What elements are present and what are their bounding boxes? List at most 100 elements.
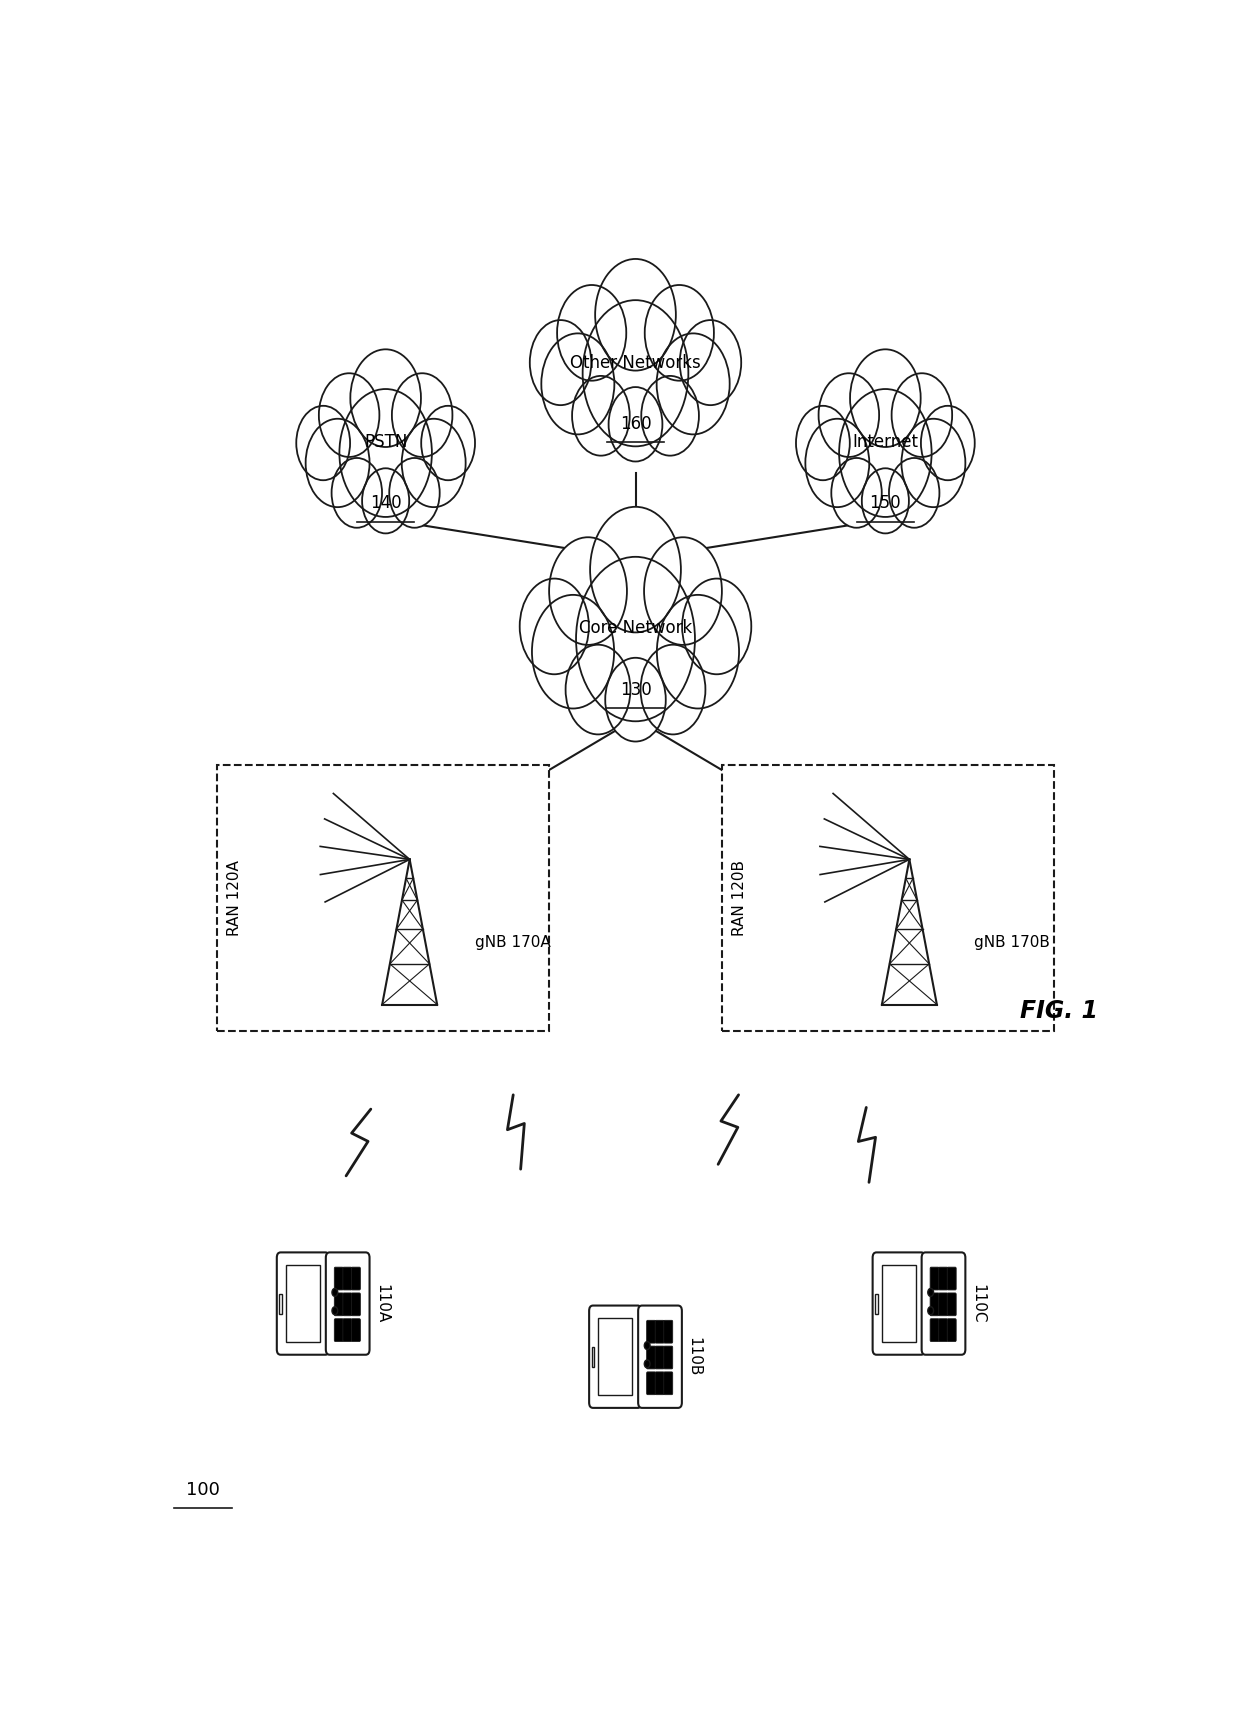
FancyBboxPatch shape (947, 1319, 956, 1341)
FancyBboxPatch shape (663, 1346, 672, 1369)
Circle shape (583, 300, 688, 447)
Circle shape (851, 349, 920, 447)
FancyBboxPatch shape (939, 1293, 947, 1315)
Circle shape (645, 285, 714, 381)
FancyBboxPatch shape (947, 1267, 956, 1289)
Circle shape (557, 285, 626, 381)
FancyBboxPatch shape (335, 1267, 343, 1289)
Text: 110B: 110B (687, 1338, 702, 1376)
Bar (722, 765, 1054, 1030)
FancyBboxPatch shape (646, 1372, 656, 1395)
Circle shape (351, 349, 420, 447)
Circle shape (590, 507, 681, 632)
Text: Other Networks: Other Networks (570, 354, 701, 371)
Circle shape (921, 406, 975, 480)
Text: gNB 170A: gNB 170A (475, 935, 551, 949)
Text: Core Network: Core Network (579, 620, 692, 637)
FancyBboxPatch shape (343, 1267, 352, 1289)
FancyBboxPatch shape (326, 1253, 370, 1355)
Bar (217, 765, 549, 1030)
Bar (591, 1346, 594, 1367)
FancyBboxPatch shape (930, 1267, 939, 1289)
Circle shape (332, 1307, 337, 1315)
Circle shape (892, 373, 952, 457)
FancyBboxPatch shape (646, 1346, 656, 1369)
Text: FIG. 1: FIG. 1 (1019, 999, 1097, 1024)
Circle shape (796, 406, 849, 480)
Circle shape (529, 319, 591, 406)
Circle shape (332, 1288, 337, 1296)
Circle shape (605, 658, 666, 742)
Circle shape (680, 319, 742, 406)
Circle shape (928, 1307, 934, 1315)
FancyBboxPatch shape (873, 1253, 925, 1355)
Circle shape (644, 537, 722, 646)
Circle shape (542, 333, 614, 435)
Circle shape (520, 578, 589, 675)
Circle shape (340, 388, 432, 518)
Bar (286, 1265, 320, 1343)
Circle shape (331, 457, 382, 528)
Circle shape (296, 406, 350, 480)
Circle shape (549, 537, 627, 646)
Circle shape (362, 468, 409, 533)
FancyBboxPatch shape (921, 1253, 966, 1355)
Circle shape (682, 578, 751, 675)
Circle shape (319, 373, 379, 457)
Circle shape (818, 373, 879, 457)
FancyBboxPatch shape (939, 1319, 947, 1341)
FancyBboxPatch shape (655, 1372, 665, 1395)
Text: Internet: Internet (852, 433, 919, 452)
FancyBboxPatch shape (351, 1319, 361, 1341)
Circle shape (862, 468, 909, 533)
Circle shape (389, 457, 440, 528)
Circle shape (532, 595, 614, 708)
Circle shape (577, 557, 694, 721)
Text: 150: 150 (869, 494, 901, 513)
Circle shape (565, 646, 630, 734)
Text: RAN 120B: RAN 120B (732, 860, 746, 935)
Circle shape (305, 419, 370, 507)
FancyBboxPatch shape (663, 1372, 672, 1395)
Bar (279, 1293, 281, 1313)
Circle shape (645, 1360, 650, 1369)
Text: 110C: 110C (970, 1284, 985, 1324)
Circle shape (839, 388, 931, 518)
Circle shape (595, 259, 676, 371)
FancyBboxPatch shape (947, 1293, 956, 1315)
FancyBboxPatch shape (939, 1267, 947, 1289)
Circle shape (901, 419, 966, 507)
Text: RAN 120A: RAN 120A (227, 860, 242, 935)
FancyBboxPatch shape (663, 1320, 672, 1343)
Bar (598, 1319, 632, 1395)
Bar (875, 1293, 878, 1313)
Text: 140: 140 (370, 494, 402, 513)
Circle shape (928, 1288, 934, 1296)
Circle shape (402, 419, 466, 507)
Circle shape (641, 376, 699, 456)
FancyBboxPatch shape (655, 1320, 665, 1343)
Text: 100: 100 (186, 1481, 219, 1498)
Circle shape (645, 1341, 650, 1350)
FancyBboxPatch shape (639, 1305, 682, 1408)
FancyBboxPatch shape (335, 1293, 343, 1315)
Text: 160: 160 (620, 414, 651, 433)
FancyBboxPatch shape (930, 1319, 939, 1341)
Text: 130: 130 (620, 680, 651, 699)
Circle shape (609, 387, 662, 461)
Circle shape (657, 333, 729, 435)
Circle shape (392, 373, 453, 457)
Circle shape (889, 457, 940, 528)
Bar (882, 1265, 916, 1343)
Text: PSTN: PSTN (365, 433, 407, 452)
FancyBboxPatch shape (335, 1319, 343, 1341)
Text: gNB 170B: gNB 170B (975, 935, 1050, 949)
Circle shape (831, 457, 882, 528)
FancyBboxPatch shape (646, 1320, 656, 1343)
FancyBboxPatch shape (343, 1319, 352, 1341)
Circle shape (422, 406, 475, 480)
FancyBboxPatch shape (589, 1305, 641, 1408)
FancyBboxPatch shape (655, 1346, 665, 1369)
FancyBboxPatch shape (277, 1253, 329, 1355)
Text: 110A: 110A (374, 1284, 389, 1324)
